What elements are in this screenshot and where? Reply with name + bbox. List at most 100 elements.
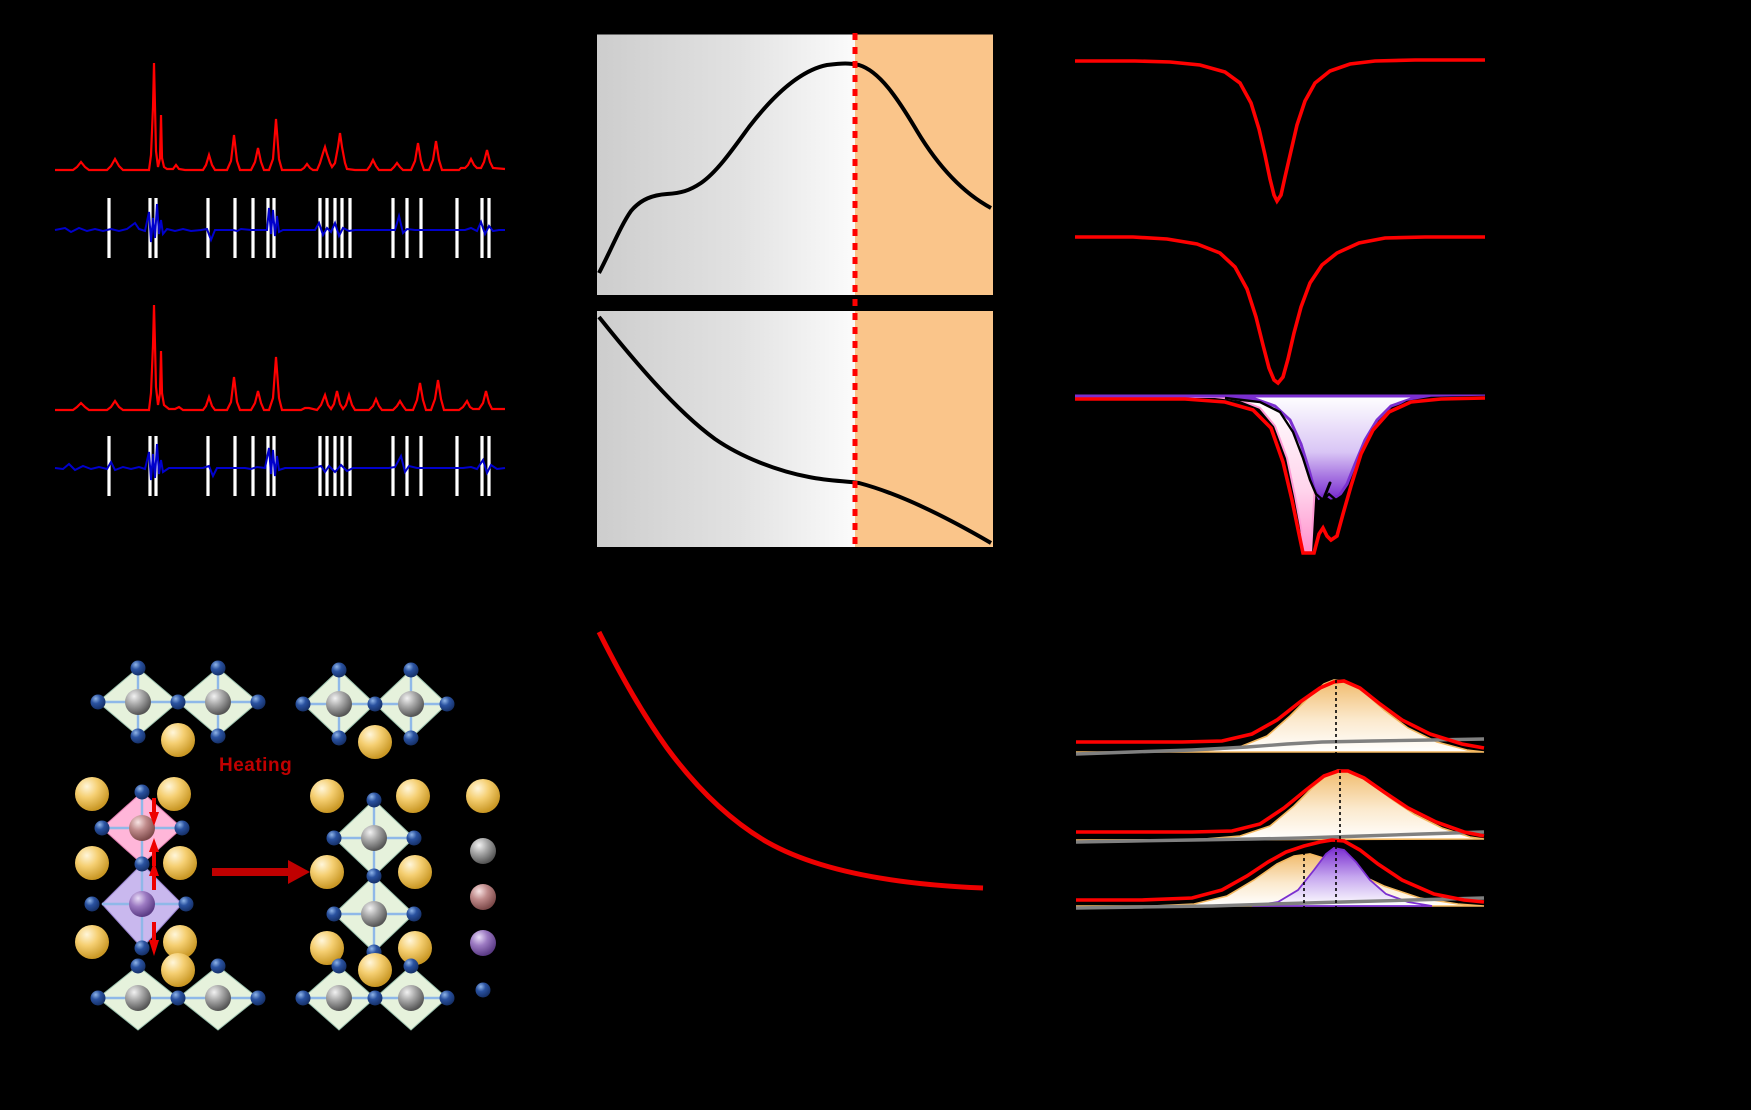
b-site-cation-gray	[361, 901, 387, 927]
panel-xps-1	[1072, 668, 1487, 760]
xps-peak-violet-3	[1251, 847, 1433, 907]
a-site-cation	[75, 777, 109, 811]
lower-plot-highlight-region	[855, 311, 993, 547]
a-site-cation	[358, 953, 392, 987]
legend-oxygen-anion-sphere	[475, 982, 491, 998]
oxygen-anion	[210, 660, 226, 676]
oxygen-anion	[366, 868, 382, 884]
property-curve-lower	[597, 315, 993, 545]
oxygen-anion	[326, 830, 342, 846]
oxygen-anion	[174, 820, 190, 836]
b-site-cation-gray	[326, 691, 352, 717]
xrd-top-svg	[55, 62, 506, 172]
xps-envelope-1	[1076, 679, 1485, 750]
a-site-cation	[161, 953, 195, 987]
panel-crystal-structure	[40, 570, 520, 1031]
panel-mossbauer-1	[1075, 45, 1485, 225]
oxygen-anion	[170, 990, 186, 1006]
structure-left	[75, 660, 266, 1031]
oxygen-anion	[367, 696, 383, 712]
atom-legend	[466, 779, 500, 998]
oxygen-anion	[250, 694, 266, 710]
panel-xps-3-deconvoluted	[1072, 830, 1487, 910]
b-site-cation-gray	[205, 689, 231, 715]
xps-1-svg	[1075, 679, 1485, 760]
oxygen-anion	[130, 728, 146, 744]
oxygen-anion	[94, 820, 110, 836]
legend-b-site-cation-purple-sphere	[470, 930, 496, 956]
bond-length-arrows	[149, 798, 159, 956]
oxygen-anion	[439, 696, 455, 712]
panel-decay-curve	[595, 620, 995, 900]
b-site-cation-gray	[398, 691, 424, 717]
xps-3-svg	[1075, 838, 1485, 910]
b-site-cation-gray	[125, 689, 151, 715]
a-site-cation	[396, 779, 430, 813]
b-site-cation-gray	[398, 985, 424, 1011]
xrd-top-bragg-svg	[54, 198, 505, 258]
xps-envelope-2	[1076, 769, 1485, 838]
panel-property-curves	[597, 25, 993, 547]
oxygen-anion	[130, 660, 146, 676]
xrd-bottom-svg	[55, 304, 505, 412]
component-marker-ticks	[1320, 464, 1379, 505]
oxygen-anion	[403, 730, 419, 746]
mossbauer-1-svg	[1075, 58, 1485, 205]
difference-curve-bottom	[54, 443, 506, 481]
oxygen-anion	[403, 662, 419, 678]
mossbauer-fit-envelope	[1075, 396, 1486, 555]
oxygen-anion	[134, 940, 150, 956]
b-site-cation-gray	[326, 985, 352, 1011]
oxygen-anion	[406, 906, 422, 922]
panel-mossbauer-3-deconvoluted	[1075, 388, 1486, 555]
oxygen-anion	[331, 958, 347, 974]
xps-shirley-background-2	[1075, 830, 1485, 844]
oxygen-anion	[403, 958, 419, 974]
mossbauer-fit-curve-1	[1075, 58, 1485, 205]
b-site-cation-rose	[129, 815, 155, 841]
a-site-cation	[358, 725, 392, 759]
b-site-cation-purple	[129, 891, 155, 917]
panel-mossbauer-2	[1075, 225, 1485, 405]
crystal-structure-svg	[75, 660, 500, 1031]
oxygen-anion	[90, 694, 106, 710]
upper-plot-grey-region	[597, 33, 855, 295]
b-site-cation-gray	[205, 985, 231, 1011]
panel-xrd-bottom	[55, 295, 505, 520]
a-site-cation	[398, 931, 432, 965]
heating-arrow	[212, 860, 310, 884]
xps-shirley-background-1	[1075, 737, 1485, 756]
oxygen-anion	[367, 990, 383, 1006]
oxygen-anion	[134, 856, 150, 872]
mossbauer-component-pink	[1075, 396, 1486, 554]
oxygen-anion	[130, 958, 146, 974]
a-site-cation	[398, 855, 432, 889]
lower-plot-grey-region	[597, 311, 855, 547]
xps-peak-markers-3	[1303, 840, 1337, 910]
oxygen-anion	[210, 728, 226, 744]
xrd-bottom-bragg-svg	[54, 436, 506, 496]
legend-a-site-cation-sphere	[466, 779, 500, 813]
b-site-cation-gray	[361, 825, 387, 851]
panel-xrd-top-bragg-and-diff	[54, 190, 505, 270]
xrd-top-observed-curve	[55, 62, 506, 172]
oxygen-anion	[295, 696, 311, 712]
oxygen-anion	[406, 830, 422, 846]
mossbauer-fit-curve-2	[1075, 235, 1485, 386]
oxygen-anion	[366, 792, 382, 808]
mossbauer-3-svg	[1075, 394, 1486, 555]
oxygen-anion	[90, 990, 106, 1006]
panel-xrd-bottom-bragg-and-diff	[54, 428, 506, 508]
a-site-cation	[75, 925, 109, 959]
a-site-cation	[75, 846, 109, 880]
difference-curve-top	[54, 203, 505, 243]
mossbauer-2-svg	[1075, 235, 1485, 386]
oxygen-anion	[295, 990, 311, 1006]
a-site-cation	[161, 723, 195, 757]
oxygen-anion	[178, 896, 194, 912]
oxygen-anion	[331, 662, 347, 678]
a-site-cation	[310, 931, 344, 965]
a-site-cation	[163, 925, 197, 959]
oxygen-anion	[331, 730, 347, 746]
xps-shirley-background-3	[1075, 896, 1485, 910]
